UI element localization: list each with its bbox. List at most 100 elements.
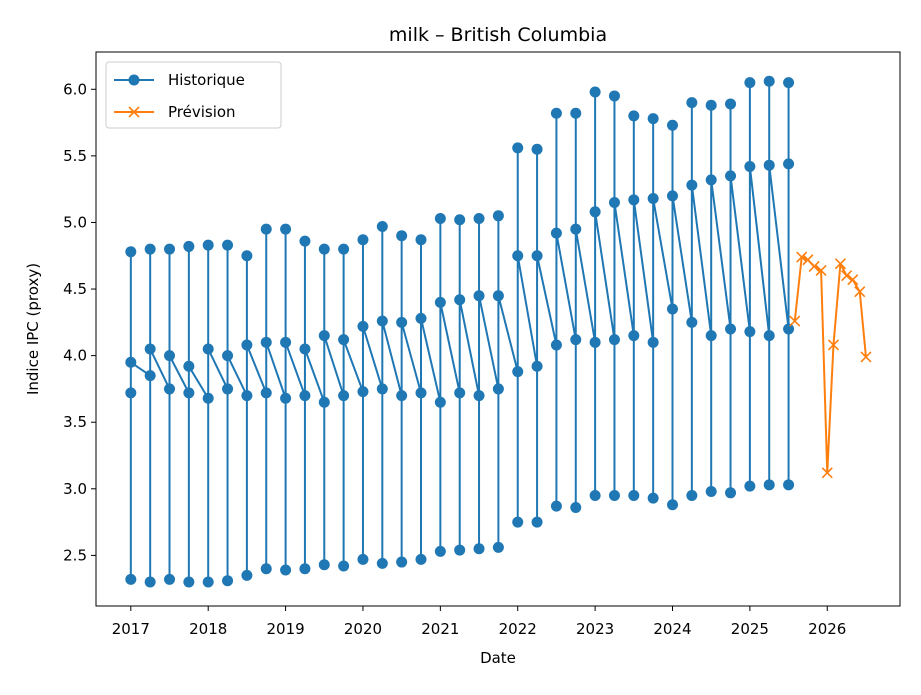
point [473, 543, 485, 555]
point [550, 227, 562, 239]
point [531, 360, 543, 372]
point [550, 339, 562, 351]
point [318, 243, 330, 255]
point [550, 107, 562, 119]
x-tick-label: 2026 [808, 620, 846, 638]
y-tick-label: 3.0 [63, 480, 87, 498]
point [164, 350, 176, 362]
point [821, 467, 833, 479]
point [454, 294, 466, 306]
point [357, 553, 369, 565]
point [666, 119, 678, 131]
point [125, 246, 137, 258]
point [589, 489, 601, 501]
point [744, 77, 756, 89]
point [796, 251, 808, 263]
point [789, 315, 801, 327]
point [628, 330, 640, 342]
point [531, 143, 543, 155]
point [396, 390, 408, 402]
x-tick-label: 2025 [731, 620, 769, 638]
point [241, 339, 253, 351]
point [570, 501, 582, 513]
point [222, 575, 234, 587]
series-line [129, 80, 790, 584]
point [686, 97, 698, 109]
point [164, 383, 176, 395]
point [763, 75, 775, 87]
point [260, 223, 272, 235]
point [647, 113, 659, 125]
point [686, 489, 698, 501]
point [763, 479, 775, 491]
point [280, 564, 292, 576]
point [241, 250, 253, 262]
point [492, 210, 504, 222]
point [338, 390, 350, 402]
point [183, 576, 195, 588]
point [492, 383, 504, 395]
point [338, 243, 350, 255]
point [183, 387, 195, 399]
point [183, 360, 195, 372]
point [666, 190, 678, 202]
point [686, 179, 698, 191]
point [531, 516, 543, 528]
point [512, 250, 524, 262]
point [628, 194, 640, 206]
point [647, 192, 659, 204]
x-tick-label: 2024 [653, 620, 691, 638]
point [415, 234, 427, 246]
point [415, 553, 427, 565]
point [589, 336, 601, 348]
x-tick-label: 2020 [344, 620, 382, 638]
point [396, 230, 408, 242]
point [376, 383, 388, 395]
point [473, 212, 485, 224]
point [531, 250, 543, 262]
point [473, 290, 485, 302]
point [396, 316, 408, 328]
point [144, 343, 156, 355]
point [744, 326, 756, 338]
x-tick-label: 2018 [189, 620, 227, 638]
point [241, 390, 253, 402]
point [783, 77, 795, 89]
point [299, 343, 311, 355]
y-tick-label: 5.0 [63, 213, 87, 231]
legend: Historique Prévision [105, 61, 282, 129]
point [202, 576, 214, 588]
point [744, 161, 756, 173]
point [608, 489, 620, 501]
point [415, 312, 427, 324]
point [763, 159, 775, 171]
point [647, 336, 659, 348]
point [589, 86, 601, 98]
x-tick-label: 2022 [499, 620, 537, 638]
point [473, 390, 485, 402]
point [570, 334, 582, 346]
point [125, 573, 137, 585]
point [164, 573, 176, 585]
point [570, 107, 582, 119]
point [222, 350, 234, 362]
point [202, 239, 214, 251]
point [841, 270, 853, 282]
x-tick-label: 2017 [112, 620, 150, 638]
point [854, 286, 866, 298]
point [763, 330, 775, 342]
point [183, 240, 195, 252]
legend-label: Historique [168, 71, 245, 89]
point [434, 545, 446, 557]
x-axis-label: Date [480, 649, 516, 667]
point [299, 235, 311, 247]
point [338, 560, 350, 572]
point [144, 243, 156, 255]
point [608, 90, 620, 102]
point [705, 485, 717, 497]
point [725, 323, 737, 335]
point [415, 387, 427, 399]
point [202, 343, 214, 355]
point [725, 170, 737, 182]
point [318, 330, 330, 342]
